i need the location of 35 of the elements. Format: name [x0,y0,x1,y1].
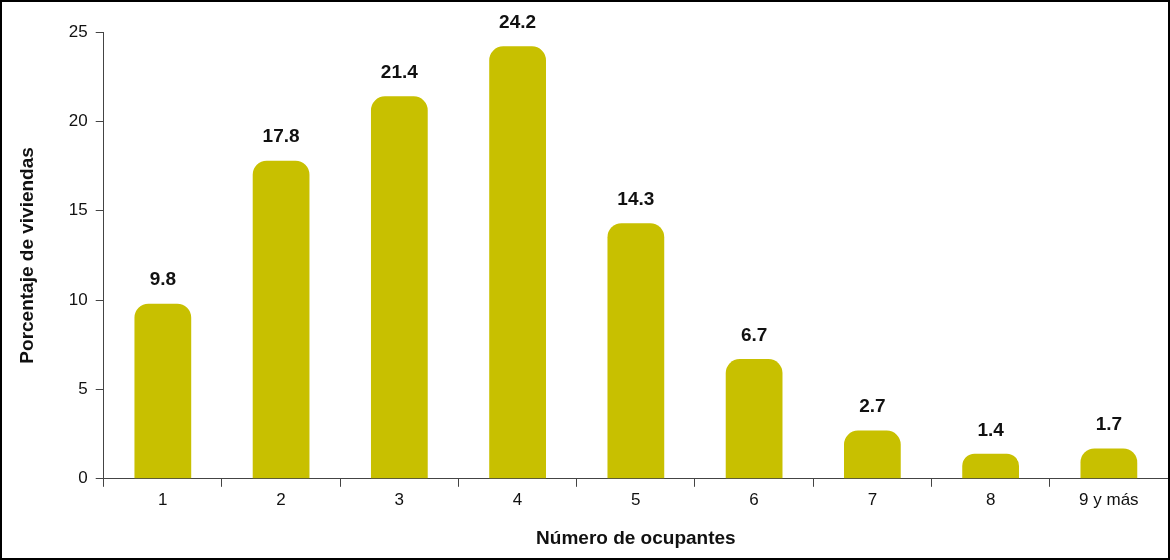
x-tick-label: 9 y más [1079,489,1139,509]
y-tick-label: 10 [68,289,88,309]
bar [252,160,310,479]
bar [134,303,192,479]
bar [370,96,428,479]
x-tick-label: 5 [631,489,641,509]
bar [843,430,901,479]
x-tick-label: 4 [512,489,523,509]
y-tick-label: 25 [68,21,88,41]
data-label: 17.8 [262,125,300,147]
data-label: 24.2 [499,11,537,33]
x-axis-title: Número de ocupantes [536,526,736,548]
data-label: 1.4 [977,418,1005,440]
x-tick-label: 2 [276,489,286,509]
x-tick-label: 3 [394,489,405,509]
x-tick-label: 6 [749,489,759,509]
bar [607,223,665,479]
data-label: 1.7 [1095,413,1123,435]
y-tick-label: 0 [78,468,88,488]
bar [489,46,546,479]
data-label: 2.7 [859,395,886,417]
bar [962,453,1019,479]
y-tick-label: 20 [68,111,88,131]
x-tick-label: 7 [867,489,878,509]
data-label: 9.8 [149,268,177,290]
data-label: 21.4 [380,61,419,83]
x-tick-label: 1 [158,489,168,509]
data-label: 6.7 [740,323,768,345]
y-tick-label: 5 [78,379,88,399]
x-tick-label: 8 [985,489,996,509]
data-label: 14.3 [617,187,655,209]
y-axis-title: Porcentaje de viviendas [15,147,37,364]
bar [1080,448,1138,479]
bar [725,359,783,479]
y-tick-label: 15 [68,200,88,220]
